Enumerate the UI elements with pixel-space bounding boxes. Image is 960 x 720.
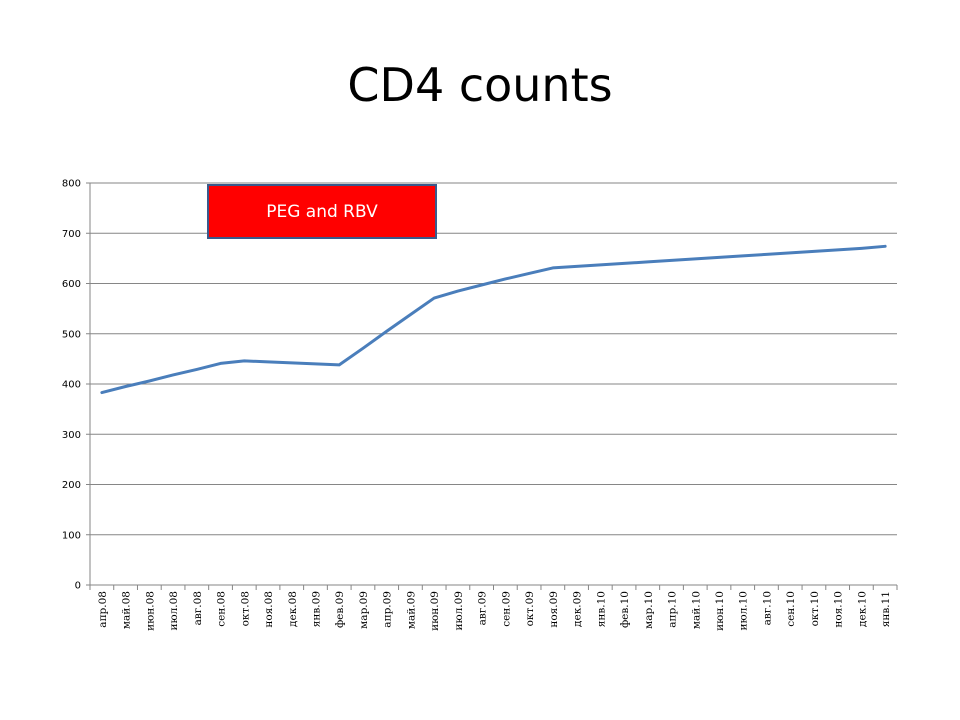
annotation-label: PEG and RBV bbox=[266, 201, 378, 222]
annotation-peg-rbv: PEG and RBV bbox=[207, 184, 437, 239]
x-tick-label: июн.09 bbox=[429, 591, 441, 631]
x-tick-label: окт.10 bbox=[809, 591, 821, 626]
x-tick-label: июл.10 bbox=[738, 591, 750, 631]
y-tick-label: 300 bbox=[62, 430, 81, 441]
y-tick-label: 600 bbox=[62, 279, 81, 290]
x-tick-label: мар.09 bbox=[358, 591, 370, 629]
x-tick-label: ноя.09 bbox=[548, 591, 560, 628]
y-tick-label: 100 bbox=[62, 530, 81, 541]
x-tick-label: окт.09 bbox=[524, 591, 536, 626]
x-tick-label: июл.08 bbox=[168, 591, 180, 631]
y-tick-label: 200 bbox=[62, 480, 81, 491]
x-tick-label: апр.08 bbox=[97, 591, 109, 628]
y-tick-label: 500 bbox=[62, 329, 81, 340]
x-tick-label: сен.08 bbox=[216, 591, 228, 627]
x-tick-label: авг.10 bbox=[761, 591, 773, 625]
y-tick-label: 0 bbox=[75, 581, 81, 592]
x-tick-label: авг.08 bbox=[192, 591, 204, 625]
y-axis-ticks: 0 100 200 300 400 500 600 700 800 bbox=[62, 179, 90, 592]
x-tick-label: май.08 bbox=[121, 591, 133, 629]
x-tick-label: мар.10 bbox=[643, 591, 655, 629]
x-tick-label: ноя.10 bbox=[833, 591, 845, 628]
x-tick-label: янв.10 bbox=[595, 591, 607, 627]
x-tick-label: ноя.08 bbox=[263, 591, 275, 628]
x-tick-label: сен.09 bbox=[500, 591, 512, 627]
y-tick-label: 400 bbox=[62, 380, 81, 391]
series-line bbox=[100, 244, 887, 395]
x-tick-label: апр.10 bbox=[667, 591, 679, 628]
x-tick-label: дек.09 bbox=[572, 591, 584, 627]
x-tick-label: янв.11 bbox=[880, 591, 892, 627]
x-tick-label: фев.09 bbox=[334, 591, 346, 628]
x-tick-label: июн.08 bbox=[144, 591, 156, 631]
x-tick-label: апр.09 bbox=[382, 591, 394, 628]
x-tick-label: июл.09 bbox=[453, 591, 465, 631]
chart-series bbox=[100, 244, 887, 395]
x-tick-label: дек.10 bbox=[856, 591, 868, 627]
x-axis-ticks: апр.08 май.08 июн.08 июл.08 авг.08 сен.08 окт.… bbox=[89, 585, 898, 631]
x-tick-label: янв.09 bbox=[310, 591, 322, 627]
x-tick-label: сен.10 bbox=[785, 591, 797, 627]
x-tick-label: дек.08 bbox=[287, 591, 299, 627]
page-title: CD4 counts bbox=[347, 58, 613, 112]
y-tick-label: 800 bbox=[62, 179, 81, 190]
y-tick-label: 700 bbox=[62, 229, 81, 240]
x-tick-label: авг.09 bbox=[477, 591, 489, 625]
x-tick-label: июн.10 bbox=[714, 591, 726, 631]
x-tick-label: май.09 bbox=[405, 591, 417, 629]
x-tick-label: май.10 bbox=[690, 591, 702, 629]
x-tick-label: фев.10 bbox=[619, 591, 631, 628]
x-tick-label: окт.08 bbox=[239, 591, 251, 626]
